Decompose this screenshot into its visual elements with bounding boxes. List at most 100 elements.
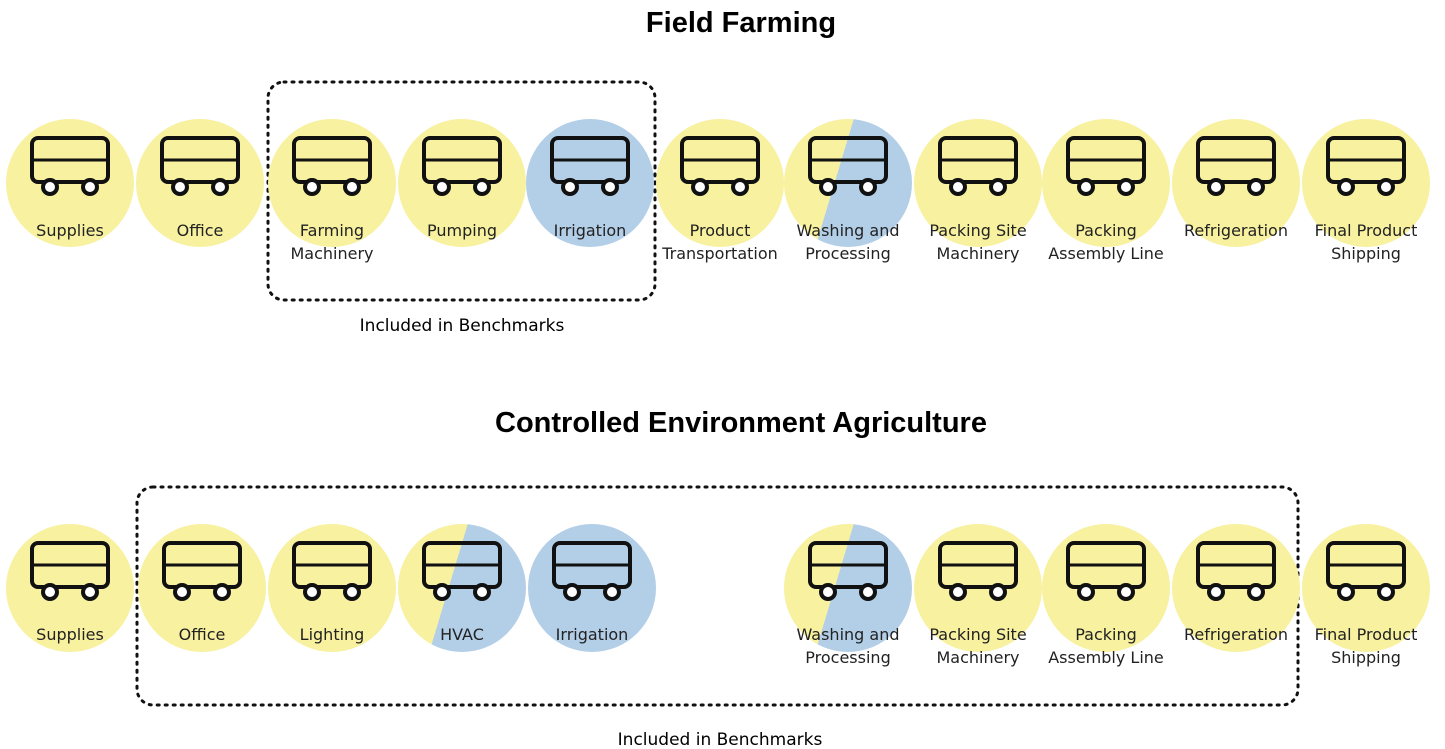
node: Final Product Shipping [1302, 524, 1430, 667]
section-title: Controlled Environment Agriculture [495, 407, 987, 439]
node-label: Supplies [36, 625, 104, 644]
icon [1117, 178, 1135, 196]
icon [1207, 178, 1225, 196]
icon [1377, 178, 1395, 196]
node: Office [138, 524, 266, 652]
node-label: Shipping [1331, 648, 1401, 667]
icon [41, 178, 59, 196]
icon [691, 178, 709, 196]
node-label: Washing and [796, 221, 899, 240]
benchmark-label: Included in Benchmarks [360, 316, 565, 336]
node-label: HVAC [440, 625, 484, 644]
node: Irrigation [528, 524, 656, 652]
node-label: Machinery [936, 648, 1019, 667]
icon [1077, 178, 1095, 196]
node-label: Transportation [661, 244, 778, 263]
icon [731, 178, 749, 196]
node-label: Final Product [1315, 625, 1418, 644]
node-label: Lighting [300, 625, 365, 644]
icon [213, 583, 231, 601]
icon [1117, 583, 1135, 601]
icon [171, 178, 189, 196]
icon [1247, 583, 1265, 601]
node-label: Packing [1075, 221, 1137, 240]
benchmark-label: Included in Benchmarks [618, 730, 823, 749]
icon [859, 583, 877, 601]
node: Packing Site Machinery [914, 119, 1042, 263]
node-label: Shipping [1331, 244, 1401, 263]
node: Product Transportation [656, 119, 784, 263]
node: Refrigeration [1172, 119, 1300, 247]
icon [433, 583, 451, 601]
node-label: Office [177, 221, 224, 240]
icon [303, 178, 321, 196]
icon [561, 178, 579, 196]
node-label: Packing Site [929, 221, 1026, 240]
icon [81, 178, 99, 196]
node-label: Packing [1075, 625, 1137, 644]
node-label: Farming [300, 221, 364, 240]
icon [473, 583, 491, 601]
node-label: Refrigeration [1184, 625, 1288, 644]
icon [563, 583, 581, 601]
node-label: Pumping [427, 221, 497, 240]
icon [1337, 583, 1355, 601]
node-label: Assembly Line [1048, 244, 1164, 263]
icon [989, 178, 1007, 196]
node-label: Washing and [796, 625, 899, 644]
node-label: Irrigation [554, 221, 627, 240]
node-label: Refrigeration [1184, 221, 1288, 240]
node: Irrigation [526, 119, 654, 247]
benchmark-box [266, 80, 657, 302]
icon [601, 178, 619, 196]
node-label: Assembly Line [1048, 648, 1164, 667]
section-title: Field Farming [646, 7, 836, 39]
icon [819, 583, 837, 601]
icon [1337, 178, 1355, 196]
node-label: Irrigation [556, 625, 629, 644]
node-label: Supplies [36, 221, 104, 240]
node-label: Processing [805, 648, 890, 667]
icon [603, 583, 621, 601]
node-label: Packing Site [929, 625, 1026, 644]
node-label: Machinery [936, 244, 1019, 263]
icon [433, 178, 451, 196]
node: Pumping [398, 119, 526, 247]
icon [1247, 178, 1265, 196]
node: Washing and Processing [784, 524, 912, 667]
node-label: Machinery [290, 244, 373, 263]
icon [211, 178, 229, 196]
node: Packing Assembly Line [1042, 119, 1170, 263]
icon [859, 178, 877, 196]
node-label: Office [179, 625, 226, 644]
node-label: Product [690, 221, 751, 240]
icon [343, 583, 361, 601]
icon [1377, 583, 1395, 601]
icon [343, 178, 361, 196]
node: Washing and Processing [784, 119, 912, 263]
icon [949, 583, 967, 601]
node-label: Processing [805, 244, 890, 263]
node: Lighting [268, 524, 396, 652]
node: Refrigeration [1172, 524, 1300, 652]
icon [473, 178, 491, 196]
node: Supplies [6, 524, 134, 652]
node: Farming Machinery [268, 119, 396, 263]
node: Office [136, 119, 264, 247]
node: Packing Assembly Line [1042, 524, 1170, 667]
icon [949, 178, 967, 196]
node: HVAC [398, 524, 526, 652]
node-label: Final Product [1315, 221, 1418, 240]
node: Final Product Shipping [1302, 119, 1430, 263]
icon [1077, 583, 1095, 601]
node: Packing Site Machinery [914, 524, 1042, 667]
icon [989, 583, 1007, 601]
icon [1207, 583, 1225, 601]
icon [81, 583, 99, 601]
icon [303, 583, 321, 601]
icon [173, 583, 191, 601]
node: Supplies [6, 119, 134, 247]
icon [819, 178, 837, 196]
icon [41, 583, 59, 601]
